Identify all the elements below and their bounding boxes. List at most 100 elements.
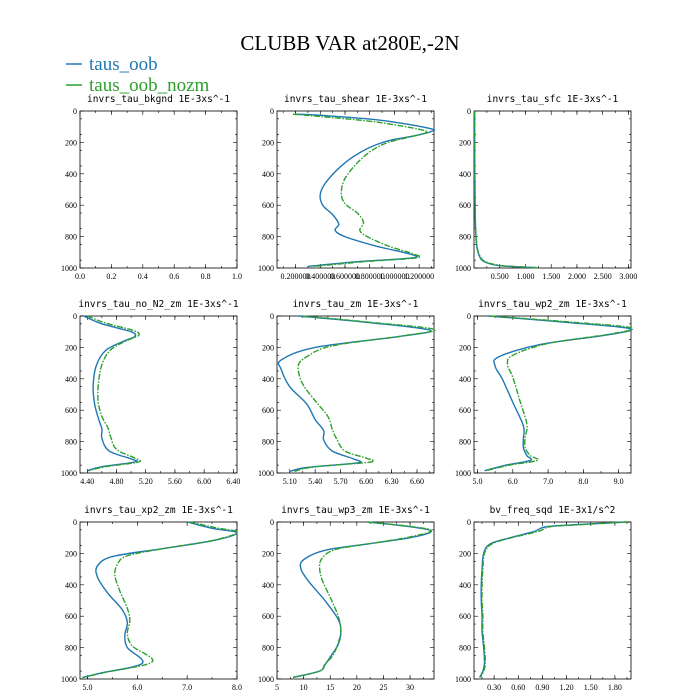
x-tick-label: 0.500 <box>491 272 509 281</box>
y-tick-label: 0 <box>467 312 471 321</box>
x-tick-label: 0.60 <box>511 683 525 692</box>
y-tick-label: 200 <box>65 549 77 558</box>
x-tick-label: 0.800000 <box>355 272 385 281</box>
x-tick-label: 4.80 <box>110 477 124 486</box>
panel-title: invrs_tau_shear 1E-3xs^-1 <box>284 94 427 105</box>
y-tick-label: 600 <box>262 612 274 621</box>
y-tick-label: 1000 <box>455 675 471 684</box>
series-line-taus-oob <box>479 521 628 678</box>
x-tick-label: 5.60 <box>168 477 182 486</box>
x-tick-label: 0.6 <box>169 272 179 281</box>
y-tick-label: 0 <box>73 312 77 321</box>
panel-title: invrs_tau_no_N2_zm 1E-3xs^-1 <box>78 299 238 310</box>
y-tick-label: 400 <box>459 375 471 384</box>
series-line-taus-oob-nozm <box>473 110 539 269</box>
x-tick-label: 2.000 <box>568 272 586 281</box>
panel-3: invrs_tau_sfc 1E-3xs^-1 0 200 400 600 800 1000… <box>455 94 637 281</box>
y-tick-label: 600 <box>459 406 471 415</box>
y-tick-label: 600 <box>262 201 274 210</box>
y-tick-label: 1000 <box>61 264 77 273</box>
y-tick-label: 400 <box>65 170 77 179</box>
legend-label-taus-oob-nozm: taus_oob_nozm <box>89 75 210 96</box>
x-tick-label: 6.00 <box>197 477 211 486</box>
y-tick-label: 200 <box>262 343 274 352</box>
y-tick-label: 800 <box>262 644 274 653</box>
x-tick-label: 5 <box>275 683 279 692</box>
y-tick-label: 200 <box>459 549 471 558</box>
panel-title: invrs_tau_wp2_zm 1E-3xs^-1 <box>478 299 627 310</box>
panel-2: invrs_tau_shear 1E-3xs^-1 0 200 400 600 800 10… <box>258 94 436 281</box>
x-tick-label: 5.20 <box>139 477 153 486</box>
legend-label-taus-oob: taus_oob <box>89 54 158 75</box>
panel-7: invrs_tau_xp2_zm 1E-3xs^-1 0 200 400 600 800 1… <box>61 505 242 692</box>
series-line-taus-oob <box>473 110 536 269</box>
y-tick-label: 400 <box>65 375 77 384</box>
y-tick-label: 0 <box>270 312 274 321</box>
series-line-taus-oob-nozm <box>293 113 429 268</box>
legend: taus_oob taus_oob_nozm <box>66 54 210 96</box>
y-tick-label: 400 <box>459 581 471 590</box>
panel-6: invrs_tau_wp2_zm 1E-3xs^-1 0 200 400 600 800 1… <box>455 299 634 486</box>
x-tick-label: 1.000000 <box>379 272 409 281</box>
x-tick-label: 1.50 <box>584 683 598 692</box>
y-tick-label: 600 <box>262 406 274 415</box>
x-tick-label: 30 <box>406 683 414 692</box>
y-tick-label: 0 <box>270 107 274 116</box>
panel-grid: invrs_tau_bkgnd 1E-3xs^-1020040060080010… <box>61 94 637 692</box>
y-tick-label: 800 <box>459 233 471 242</box>
plot-frame <box>79 315 238 474</box>
x-tick-label: 1.200000 <box>404 272 434 281</box>
plot-frame <box>473 110 632 269</box>
x-tick-label: 7.0 <box>543 477 553 486</box>
x-tick-label: 4.40 <box>80 477 94 486</box>
panel-title: invrs_tau_sfc 1E-3xs^-1 <box>487 94 619 105</box>
y-tick-label: 800 <box>65 644 77 653</box>
y-tick-label: 600 <box>65 201 77 210</box>
y-tick-label: 0 <box>73 107 77 116</box>
x-tick-label: 1.000 <box>516 272 534 281</box>
plot-frame <box>79 110 238 269</box>
series-line-taus-oob-nozm <box>87 315 142 472</box>
series-line-taus-oob <box>82 521 238 679</box>
x-tick-label: 0.200000 <box>281 272 311 281</box>
x-tick-label: 6.0 <box>508 477 518 486</box>
x-tick-label: 0.90 <box>535 683 549 692</box>
x-tick-label: 1.20 <box>560 683 574 692</box>
x-tick-label: 0.600000 <box>330 272 360 281</box>
y-tick-label: 800 <box>459 644 471 653</box>
y-tick-label: 400 <box>65 581 77 590</box>
series-line-taus-oob <box>292 521 433 679</box>
series-line-taus-oob-nozm <box>293 315 436 473</box>
panel-title: invrs_tau_bkgnd 1E-3xs^-1 <box>87 94 230 105</box>
y-tick-label: 800 <box>459 438 471 447</box>
x-tick-label: 3.000 <box>619 272 637 281</box>
x-tick-label: 20 <box>353 683 361 692</box>
y-tick-label: 200 <box>262 549 274 558</box>
y-tick-label: 1000 <box>258 469 274 478</box>
y-tick-label: 200 <box>65 343 77 352</box>
x-tick-label: 6.00 <box>359 477 373 486</box>
y-tick-label: 800 <box>65 438 77 447</box>
series-line-taus-oob <box>83 315 138 472</box>
y-tick-label: 200 <box>262 138 274 147</box>
series-line-taus-oob <box>277 315 432 473</box>
y-tick-label: 0 <box>467 107 471 116</box>
x-tick-label: 6.30 <box>385 477 399 486</box>
y-tick-label: 1000 <box>61 675 77 684</box>
y-tick-label: 0 <box>73 518 77 527</box>
x-tick-label: 15 <box>326 683 334 692</box>
y-tick-label: 600 <box>65 406 77 415</box>
y-tick-label: 0 <box>270 518 274 527</box>
series-line-taus-oob-nozm <box>479 521 628 678</box>
x-tick-label: 8.0 <box>232 683 242 692</box>
x-tick-label: 2.500 <box>594 272 612 281</box>
x-tick-label: 5.10 <box>283 477 297 486</box>
y-tick-label: 800 <box>65 233 77 242</box>
x-tick-label: 5.0 <box>82 683 92 692</box>
x-tick-label: 9.0 <box>614 477 624 486</box>
series-line-taus-oob-nozm <box>292 521 433 679</box>
panel-title: bv_freq_sqd 1E-3x1/s^2 <box>490 505 616 516</box>
y-tick-label: 0 <box>467 518 471 527</box>
x-tick-label: 7.0 <box>182 683 192 692</box>
